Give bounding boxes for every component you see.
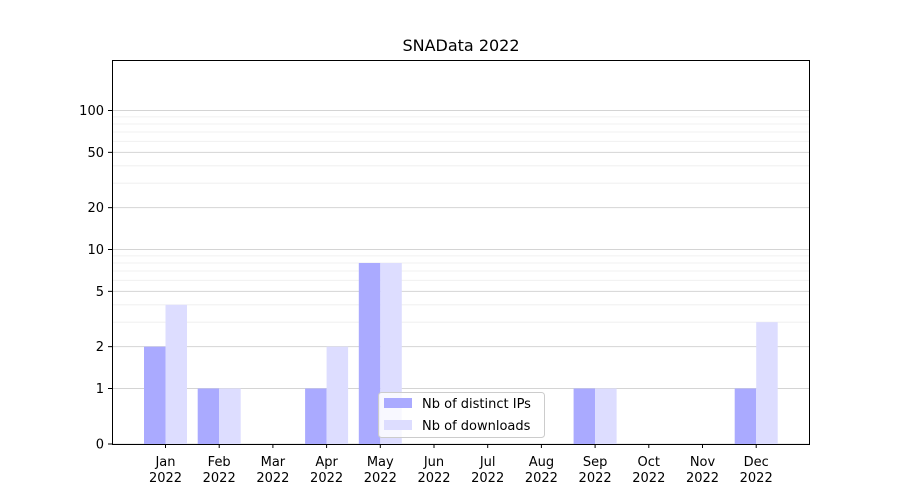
x-tick-label-month: Jan — [154, 455, 175, 470]
plot-frame — [112, 60, 810, 445]
x-tick-label-year: 2022 — [579, 471, 612, 486]
x-tick-label-year: 2022 — [256, 471, 289, 486]
x-tick-label-year: 2022 — [310, 471, 343, 486]
bar — [197, 388, 220, 444]
x-tick-label-month: Aug — [529, 455, 554, 470]
x-tick-label-year: 2022 — [149, 471, 182, 486]
y-tick-label: 10 — [87, 243, 104, 258]
x-tick-label-month: Oct — [638, 455, 660, 470]
x-tick-label-month: Jul — [479, 455, 496, 470]
bar — [165, 304, 187, 444]
x-tick-label-year: 2022 — [203, 471, 236, 486]
x-tick-label-month: Feb — [208, 455, 231, 470]
bar — [573, 388, 596, 444]
x-tick-label-year: 2022 — [632, 471, 665, 486]
x-tick-label-month: Sep — [583, 455, 608, 470]
x-tick-label-month: Nov — [690, 455, 716, 470]
legend-swatch-downloads — [384, 420, 412, 430]
chart-title: SNAData 2022 — [402, 36, 519, 55]
x-tick-label-month: Dec — [744, 455, 769, 470]
bar — [326, 346, 349, 444]
x-tick-label-month: Apr — [315, 455, 338, 470]
y-tick-label: 20 — [87, 201, 104, 216]
legend-swatch-ips — [384, 398, 412, 408]
legend: Nb of distinct IPs Nb of downloads — [378, 392, 545, 438]
legend-label-ips: Nb of distinct IPs — [422, 397, 531, 412]
x-tick-label-year: 2022 — [364, 471, 397, 486]
x-tick-label-month: Jun — [423, 455, 444, 470]
x-tick-label-year: 2022 — [525, 471, 558, 486]
bar — [144, 346, 166, 444]
y-tick-label: 5 — [96, 285, 104, 300]
bars-layer — [144, 262, 778, 444]
bar — [305, 388, 327, 444]
bar — [358, 262, 381, 444]
legend-label-downloads: Nb of downloads — [422, 419, 531, 434]
bar — [595, 388, 617, 444]
y-tick-label: 2 — [96, 340, 104, 355]
x-tick-label-month: May — [367, 455, 394, 470]
x-tick-label-year: 2022 — [417, 471, 450, 486]
ticks-layer: Jan2022Feb2022Mar2022Apr2022May2022Jun20… — [79, 104, 773, 486]
x-tick-label-year: 2022 — [471, 471, 504, 486]
bar — [756, 322, 778, 444]
bar — [219, 388, 241, 444]
y-tick-label: 100 — [79, 104, 104, 119]
y-tick-label: 1 — [96, 382, 104, 397]
x-tick-label-month: Mar — [261, 455, 286, 470]
legend-box — [378, 392, 545, 438]
x-tick-label-year: 2022 — [686, 471, 719, 486]
y-tick-label: 0 — [96, 438, 104, 453]
y-tick-label: 50 — [87, 146, 104, 161]
bar — [734, 388, 757, 444]
grid-layer — [112, 110, 809, 445]
x-tick-label-year: 2022 — [740, 471, 773, 486]
